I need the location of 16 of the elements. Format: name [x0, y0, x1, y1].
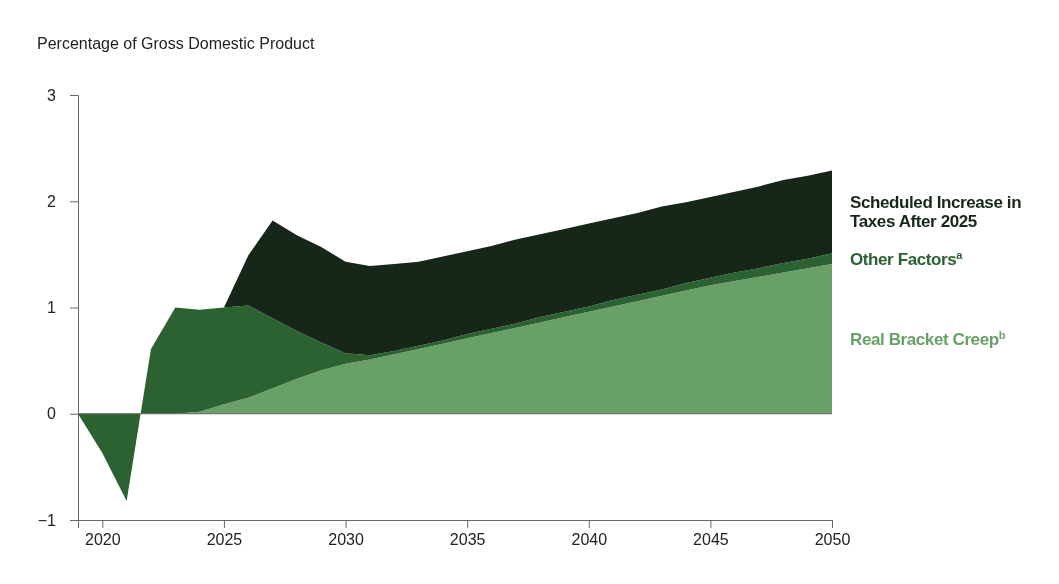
y-tick-label: −1 [37, 511, 57, 529]
y-tick-label: 3 [47, 86, 57, 104]
series-label: Scheduled Increase in Taxes After 2025 [850, 193, 1022, 232]
x-tick-label: 2050 [814, 531, 851, 549]
x-tick-label: 2025 [206, 531, 243, 549]
y-tick-label: 2 [47, 192, 57, 210]
y-tick-label: 0 [47, 405, 57, 423]
x-tick-label: 2040 [571, 531, 608, 549]
series-label: Other Factors$^{a}$ [850, 248, 964, 269]
x-tick-label: 2030 [328, 531, 364, 549]
y-tick-label: 1 [47, 299, 57, 317]
x-tick-label: 2020 [85, 531, 121, 549]
y-axis-title: Percentage of Gross Domestic Product [37, 35, 316, 52]
x-tick-label: 2035 [449, 531, 486, 549]
x-tick-label: 2045 [693, 531, 729, 549]
series-label: Real Bracket Creep$^{b}$ [850, 328, 1006, 349]
